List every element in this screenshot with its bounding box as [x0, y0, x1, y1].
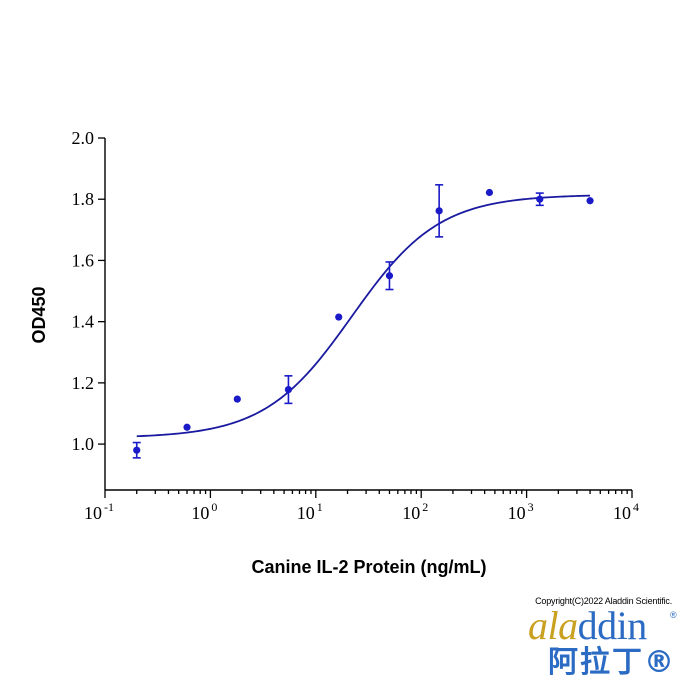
- fit-curve: [136, 194, 591, 438]
- data-point: [586, 197, 594, 205]
- x-tick-label: 10 4: [613, 500, 639, 523]
- data-point: [335, 313, 343, 321]
- y-tick-label: 1.8: [72, 189, 95, 209]
- y-tick-label: 1.4: [72, 312, 95, 332]
- x-tick-label: 10 0: [191, 500, 217, 523]
- x-tick-label: 10 -1: [84, 500, 114, 523]
- data-point: [435, 207, 443, 215]
- logo-chinese-text: 阿拉丁®: [548, 645, 676, 680]
- axes: 1.0 1.2 1.4 1.6 1.8 2.0 10 -1 10 0 10 1 10 2 10 3 10 4: [72, 128, 640, 523]
- x-tick-label: 10 2: [402, 500, 428, 523]
- x-axis-label: Canine IL-2 Protein (ng/mL): [251, 557, 486, 577]
- x-tick-label: 10 1: [297, 500, 323, 523]
- y-tick-label: 1.6: [72, 250, 95, 270]
- data-point: [536, 195, 544, 203]
- data-point: [485, 188, 494, 197]
- y-tick-label: 1.2: [72, 373, 95, 393]
- copyright-text: Copyright(C)2022 Aladdin Scientific.: [535, 596, 672, 606]
- data-point: [133, 446, 141, 454]
- data-points-layer: [132, 184, 594, 459]
- aladdin-logo: aladdin ® 阿拉丁®: [528, 606, 678, 686]
- logo-wordmark: aladdin: [528, 603, 647, 648]
- data-point: [385, 272, 394, 280]
- data-point: [183, 423, 191, 431]
- data-point: [284, 386, 293, 394]
- data-point: [233, 395, 241, 403]
- registered-mark: ®: [670, 610, 677, 620]
- y-tick-label: 1.0: [72, 434, 95, 454]
- fit-curve-layer: [136, 194, 591, 438]
- y-axis-label: OD450: [29, 286, 49, 343]
- x-tick-label: 10 3: [508, 500, 534, 523]
- y-tick-label: 2.0: [72, 128, 95, 148]
